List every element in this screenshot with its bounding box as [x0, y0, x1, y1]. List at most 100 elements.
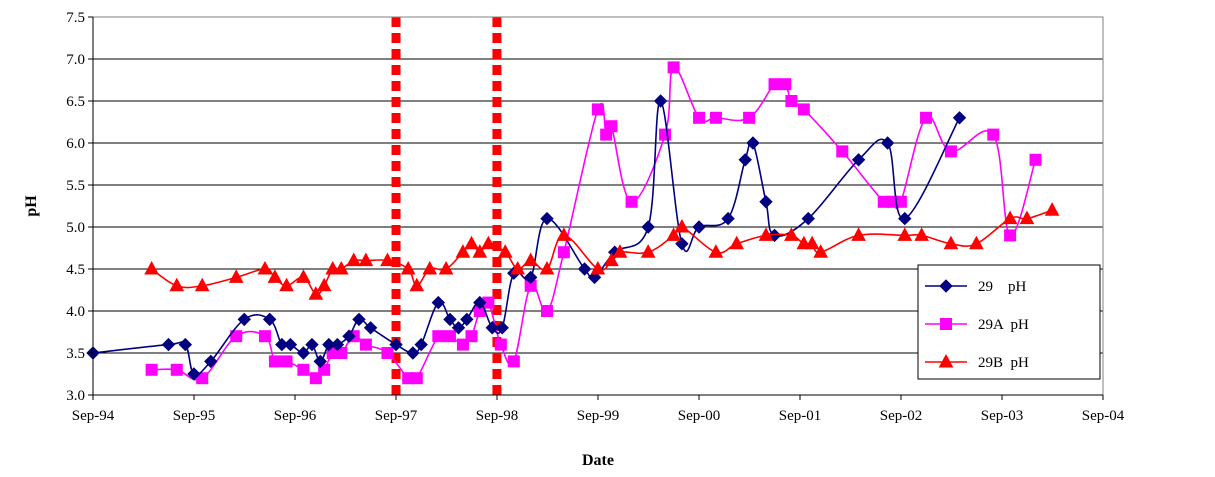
data-point [414, 337, 428, 352]
data-point [204, 354, 218, 369]
data-point [257, 260, 273, 275]
data-point [342, 329, 356, 343]
data-point [389, 337, 403, 352]
data-point [943, 235, 959, 250]
data-point [473, 295, 487, 310]
data-point [920, 111, 933, 124]
data-point [729, 235, 744, 250]
data-point [297, 363, 310, 376]
data-point [283, 337, 298, 352]
data-point [262, 312, 277, 327]
y-tick-label: 4.0 [66, 304, 85, 320]
data-point [640, 244, 656, 258]
data-point [359, 338, 372, 351]
x-tick-label: Sep-98 [476, 408, 519, 424]
data-point [659, 128, 672, 141]
data-point [577, 262, 592, 276]
series-2 [144, 202, 1060, 300]
data-point [952, 111, 967, 125]
data-point [358, 252, 374, 267]
legend-marker [939, 279, 953, 293]
x-tick-label: Sep-02 [880, 408, 923, 424]
legend-marker [938, 353, 954, 368]
data-point [813, 244, 829, 258]
data-point [237, 312, 251, 327]
data-point [738, 153, 752, 167]
data-point [258, 330, 271, 343]
data-point [1029, 153, 1042, 166]
data-point [196, 372, 209, 385]
data-point [674, 218, 690, 233]
y-tick-label: 7.0 [66, 52, 85, 68]
data-point [316, 277, 332, 292]
data-point [804, 235, 820, 250]
data-point [409, 277, 425, 292]
data-point [472, 244, 488, 258]
data-point [591, 103, 604, 116]
y-tick-label: 3.0 [66, 388, 85, 404]
data-point [625, 195, 638, 208]
data-point [400, 260, 416, 275]
data-point [431, 295, 446, 310]
data-point [851, 153, 866, 167]
data-point [335, 347, 348, 359]
x-tick-label: Sep-97 [375, 408, 418, 424]
series-line [92, 100, 961, 376]
data-point [170, 363, 183, 376]
data-point [590, 260, 606, 275]
data-point [456, 338, 469, 351]
data-point [381, 347, 394, 359]
data-point [194, 277, 210, 292]
data-point [746, 136, 760, 150]
data-point [894, 195, 907, 208]
data-point [455, 244, 471, 258]
legend-label: 29B pH [978, 355, 1029, 371]
y-tick-label: 7.5 [66, 10, 85, 26]
x-tick-label: Sep-04 [1082, 408, 1125, 424]
data-point [309, 372, 322, 385]
legend-label: 29A pH [978, 317, 1029, 333]
x-axis-title: Date [582, 452, 614, 469]
data-point [708, 244, 724, 258]
data-point [318, 363, 331, 376]
data-point [880, 136, 895, 150]
series-1 [145, 61, 1042, 385]
data-point [557, 246, 570, 259]
x-tick-label: Sep-01 [779, 408, 822, 424]
data-point [465, 330, 478, 343]
data-point [280, 355, 293, 368]
data-point [422, 260, 438, 275]
data-point [410, 372, 423, 385]
data-point [604, 252, 619, 267]
data-point [296, 346, 311, 360]
data-point [914, 227, 929, 241]
y-tick-label: 3.5 [66, 346, 85, 362]
data-point [313, 354, 327, 369]
data-point [494, 338, 507, 351]
data-point [523, 270, 538, 285]
data-point [721, 211, 735, 226]
data-point [1004, 229, 1017, 242]
legend-label: 29 pH [978, 279, 1027, 295]
data-point [507, 355, 520, 368]
data-point [540, 211, 554, 226]
data-point [510, 260, 526, 275]
data-point [785, 95, 798, 107]
y-tick-label: 6.5 [66, 94, 85, 110]
legend-marker [940, 318, 952, 330]
data-point [768, 78, 781, 91]
data-point [169, 277, 185, 292]
data-point [692, 220, 706, 234]
data-point [539, 260, 555, 275]
data-point [497, 244, 513, 258]
y-axis-title: pH [23, 195, 40, 217]
data-point [305, 337, 319, 352]
data-point [460, 312, 474, 327]
x-tick-label: Sep-03 [981, 408, 1024, 424]
data-point [144, 260, 159, 275]
data-point [380, 252, 395, 267]
series-0 [86, 94, 967, 381]
data-point [987, 128, 1000, 141]
x-tick-label: Sep-95 [173, 408, 216, 424]
data-point [451, 321, 466, 335]
